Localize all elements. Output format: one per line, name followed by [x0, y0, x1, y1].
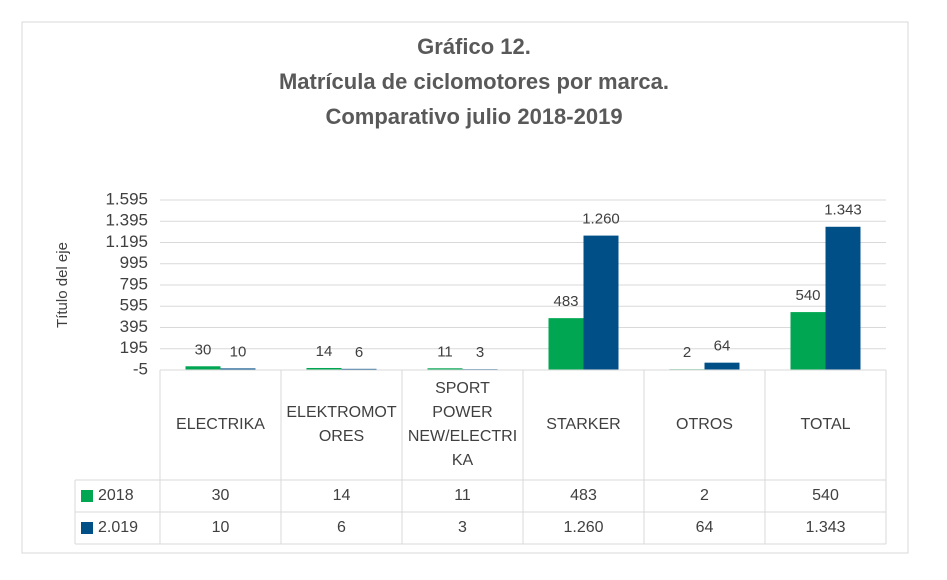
- y-tick-label: 1.395: [105, 211, 148, 230]
- chart-title: Gráfico 12.: [417, 34, 531, 59]
- bar: [704, 362, 740, 370]
- bar: [427, 368, 463, 370]
- legend-label: 2018: [98, 487, 134, 504]
- table-value: 2: [700, 487, 709, 504]
- bar: [306, 367, 342, 370]
- table-value: 3: [458, 519, 467, 536]
- y-tick-label: 395: [120, 317, 148, 336]
- x-tick-label: SPORT POWER NEW/ELECTRIKA: [407, 380, 518, 469]
- category-cell: SPORT POWER NEW/ELECTRIKA: [407, 380, 518, 469]
- table-value: 1.343: [805, 519, 845, 536]
- y-tick-label: 995: [120, 253, 148, 272]
- table-value: 30: [212, 487, 230, 504]
- value-label: 3: [476, 344, 484, 361]
- bar: [185, 366, 221, 370]
- value-label: 10: [230, 343, 247, 360]
- y-tick-label: 1.595: [105, 189, 148, 208]
- category-cell: TOTAL: [800, 416, 851, 433]
- category-cell: STARKER: [546, 416, 621, 433]
- bar: [220, 368, 256, 370]
- table-value: 64: [696, 519, 714, 536]
- value-label: 540: [795, 287, 820, 304]
- value-label: 64: [714, 338, 731, 355]
- category-cell: ELECTRIKA: [176, 416, 265, 433]
- table-value: 483: [570, 487, 597, 504]
- legend-swatch: [81, 490, 93, 502]
- legend-label: 2.019: [98, 519, 138, 536]
- category-cell: OTROS: [676, 416, 733, 433]
- x-tick-label: ELEKTROMOTORES: [286, 404, 397, 445]
- chart-title: Matrícula de ciclomotores por marca.: [279, 69, 669, 94]
- bar: [548, 318, 584, 370]
- table-value: 540: [812, 487, 839, 504]
- value-label: 11: [437, 343, 453, 360]
- value-label: 30: [195, 341, 212, 358]
- category-cell: ELEKTROMOTORES: [286, 404, 397, 445]
- table-value: 6: [337, 519, 346, 536]
- value-label: 483: [553, 293, 578, 310]
- table-value: 14: [333, 487, 351, 504]
- table-value: 11: [454, 487, 471, 504]
- bar: [341, 368, 377, 370]
- y-tick-label: 795: [120, 274, 148, 293]
- chart-border: [21, 21, 909, 554]
- value-label: 6: [355, 344, 363, 361]
- bar: [825, 226, 861, 370]
- y-tick-label: 1.195: [105, 232, 148, 251]
- y-tick-label: -5: [133, 359, 148, 378]
- x-tick-label: OTROS: [676, 416, 733, 433]
- x-tick-label: STARKER: [546, 416, 621, 433]
- value-label: 1.260: [582, 211, 620, 228]
- table-value: 10: [212, 519, 230, 536]
- y-tick-label: 195: [120, 338, 148, 357]
- x-tick-label: TOTAL: [800, 416, 851, 433]
- value-label: 1.343: [824, 202, 862, 219]
- value-label: 14: [316, 343, 333, 360]
- bar: [583, 235, 619, 370]
- y-tick-label: 595: [120, 296, 148, 315]
- x-tick-label: ELECTRIKA: [176, 416, 265, 433]
- value-label: 2: [683, 344, 691, 361]
- bar: [790, 312, 826, 370]
- table-value: 1.260: [563, 519, 603, 536]
- legend-swatch: [81, 522, 93, 534]
- y-axis-title: Título del eje: [54, 242, 71, 328]
- chart-title: Comparativo julio 2018-2019: [325, 104, 622, 129]
